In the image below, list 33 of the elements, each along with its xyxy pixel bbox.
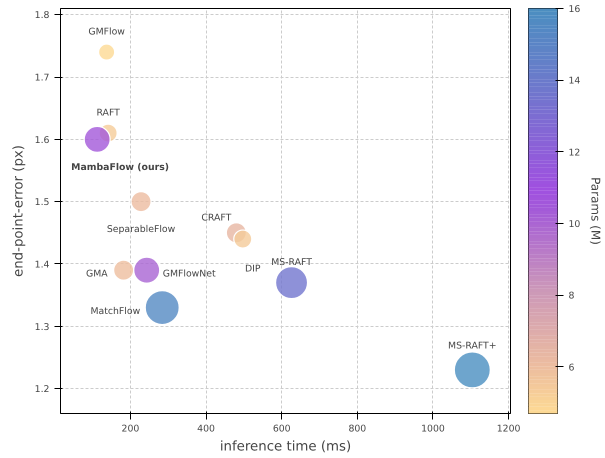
annotation: DIP (244, 264, 261, 275)
annotation: GMFlowNet (162, 268, 216, 280)
annotation: SeparableFlow (106, 224, 176, 236)
x-tick-label: 1000 (421, 424, 445, 434)
annotation: MambaFlow (ours) (71, 162, 170, 173)
x-tick-label: 600 (272, 424, 291, 434)
color-bar-label: 16 (568, 4, 580, 15)
x-tick-label: 1200 (496, 424, 521, 434)
color-bar-label: 6 (568, 362, 574, 374)
x-axis-title: inference time (ms) (220, 440, 352, 454)
y-axis-title: end-point-error (px) (12, 145, 27, 277)
y-tick-label: 1.7 (34, 72, 50, 84)
annotation: RAFT (96, 108, 120, 119)
color-bar-label: 10 (568, 219, 580, 230)
x-tick-label: 800 (348, 424, 366, 434)
y-tick-label: 1.5 (34, 197, 50, 208)
color-bar-label: 14 (568, 76, 580, 87)
color-bar-label: 8 (568, 290, 574, 302)
y-tick-label: 1.3 (34, 322, 50, 333)
y-tick-label: 1.8 (34, 10, 50, 22)
annotation: MS-RAFT+ (448, 340, 497, 352)
y-tick-label: 1.2 (34, 384, 50, 396)
annotation: GMFlow (88, 26, 126, 38)
x-tick-label: 400 (197, 424, 216, 434)
annotation: MS-RAFT (271, 257, 312, 268)
color-bar-title: Params (M) (588, 177, 602, 245)
y-tick-label: 1.6 (34, 134, 50, 146)
color-bar-label: 12 (568, 147, 580, 158)
annotation: MatchFlow (90, 306, 141, 318)
y-tick-label: 1.4 (34, 259, 50, 270)
x-tick-label: 200 (122, 424, 140, 434)
annotation: GMA (86, 268, 108, 280)
annotation: CRAFT (201, 212, 232, 224)
